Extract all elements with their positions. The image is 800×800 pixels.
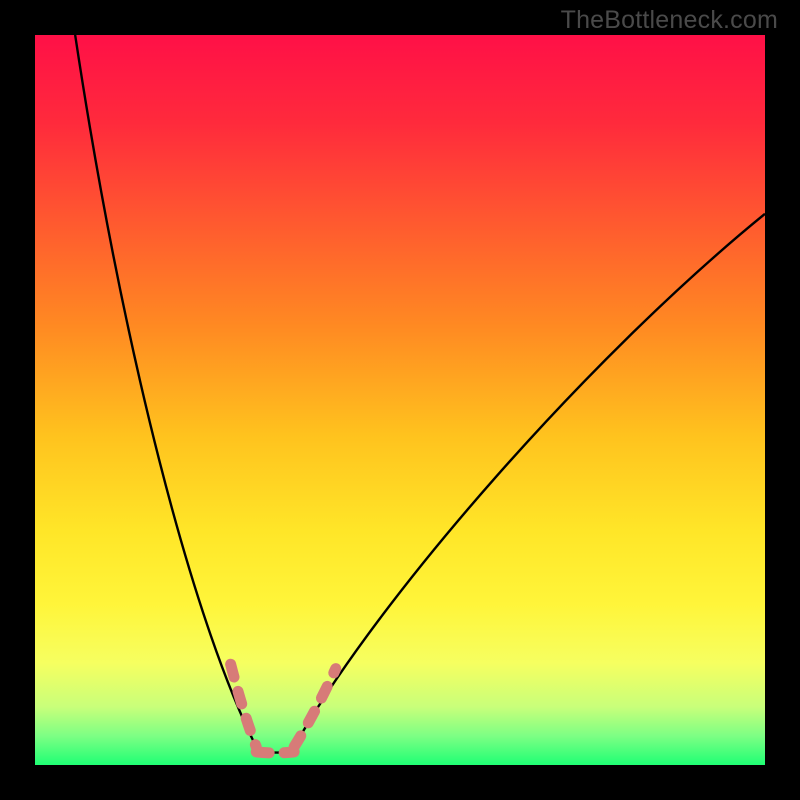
watermark-label: TheBottleneck.com	[561, 6, 778, 35]
plot-area	[35, 35, 765, 765]
chart-root: TheBottleneck.com	[0, 0, 800, 800]
